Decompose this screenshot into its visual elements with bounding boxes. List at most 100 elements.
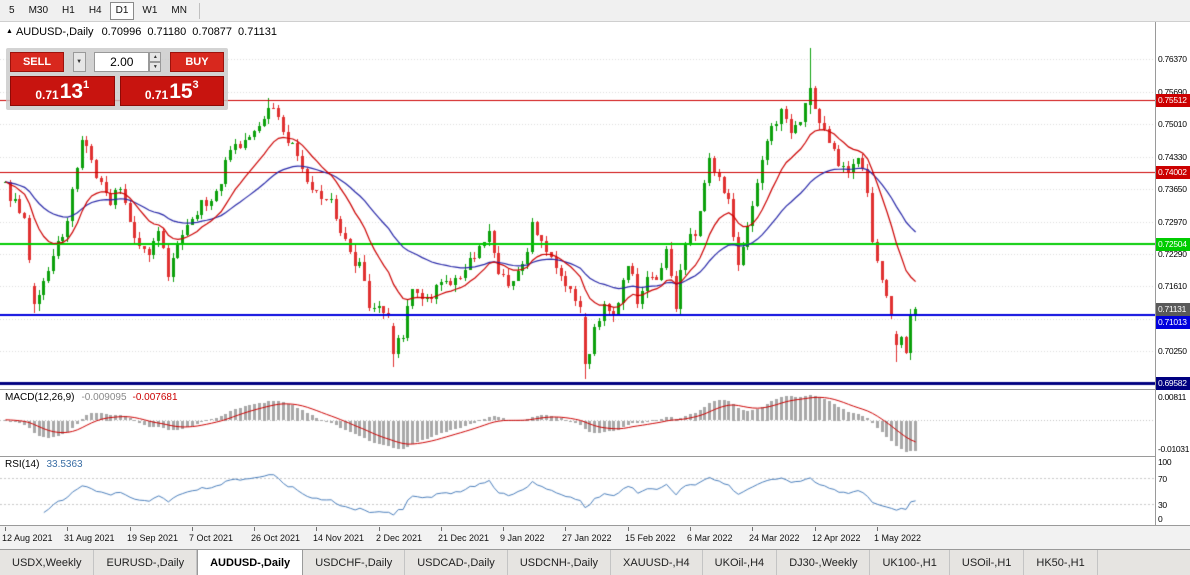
chart-title: ▲ AUDUSD-,Daily 0.70996 0.71180 0.70877 0.711… xyxy=(6,26,283,38)
time-axis-tick xyxy=(690,527,691,531)
timeframe-button-h1[interactable]: H1 xyxy=(56,2,81,20)
chart-tab-usdcad-daily[interactable]: USDCAD-,Daily xyxy=(405,550,508,575)
price-chart-panel: ▲ AUDUSD-,Daily 0.70996 0.71180 0.70877 0.711… xyxy=(0,22,1155,389)
time-axis-tick xyxy=(5,527,6,531)
rsi-label: RSI(14) xyxy=(5,459,40,470)
price-badge: 0.71013 xyxy=(1156,316,1190,329)
sell-price-prefix: 0.71 xyxy=(35,88,59,102)
time-axis-tick xyxy=(565,527,566,531)
volume-input[interactable] xyxy=(94,52,150,72)
rsi-title: RSI(14) 33.5363 xyxy=(5,459,83,470)
macd-axis-max-label: 0.00811 xyxy=(1158,392,1186,402)
time-axis-tick xyxy=(441,527,442,531)
timeframe-button-m30[interactable]: M30 xyxy=(23,2,54,20)
date-label: 9 Jan 2022 xyxy=(500,533,545,543)
time-axis-tick xyxy=(67,527,68,531)
date-label: 12 Aug 2021 xyxy=(2,533,53,543)
price-axis[interactable]: 0.76370 0.75690 0.75010 0.74330 0.73650 0.729… xyxy=(1155,22,1190,525)
price-axis-label: 0.71610 xyxy=(1158,281,1187,291)
date-label: 2 Dec 2021 xyxy=(376,533,423,543)
price-axis-label: 0.75010 xyxy=(1158,119,1187,129)
chart-tab-audusd-daily[interactable]: AUDUSD-,Daily xyxy=(197,550,304,575)
time-axis-tick xyxy=(130,527,131,531)
buy-price-point: 3 xyxy=(192,79,199,91)
buy-price-prefix: 0.71 xyxy=(144,88,169,102)
rsi-level-label: 30 xyxy=(1158,500,1167,510)
rsi-level-label: 100 xyxy=(1158,457,1172,467)
chart-tab-usdx-weekly[interactable]: USDX,Weekly xyxy=(0,550,95,575)
ohlc-close-value: 0.71131 xyxy=(238,26,277,38)
sell-button[interactable]: SELL xyxy=(10,52,64,72)
timeframe-button-5[interactable]: 5 xyxy=(3,2,21,20)
volume-decrease-icon[interactable]: ▼ xyxy=(149,62,162,72)
date-label: 19 Sep 2021 xyxy=(127,533,179,543)
rsi-level-label: 70 xyxy=(1158,474,1167,484)
buy-price-pips: 15 xyxy=(169,80,193,103)
chart-tab-usdcnh-daily[interactable]: USDCNH-,Daily xyxy=(508,550,612,575)
one-click-trading-panel: SELL ▼ ▲ ▼ BUY 0.71 13 1 0.7 xyxy=(6,48,228,110)
price-badge: 0.72504 xyxy=(1156,238,1190,251)
chart-tab-uk100-h1[interactable]: UK100-,H1 xyxy=(870,550,950,575)
chart-tab-eurusd-daily[interactable]: EURUSD-,Daily xyxy=(94,550,198,575)
timeframe-button-mn[interactable]: MN xyxy=(165,2,193,20)
sell-price-pips: 13 xyxy=(59,80,84,103)
chart-tab-usoil-h1[interactable]: USOil-,H1 xyxy=(950,550,1025,575)
timeframe-button-d1[interactable]: D1 xyxy=(109,1,135,20)
chart-tab-usdchf-daily[interactable]: USDCHF-,Daily xyxy=(303,550,406,575)
timeframe-button-w1[interactable]: W1 xyxy=(136,2,163,20)
ohlc-high-value: 0.71180 xyxy=(147,26,187,38)
date-label: 21 Dec 2021 xyxy=(438,533,490,543)
price-badge: 0.71131 xyxy=(1156,303,1190,316)
date-label: 12 Apr 2022 xyxy=(812,533,861,543)
price-axis-label: 0.75690 xyxy=(1158,87,1187,97)
chart-tab-hk50-h1[interactable]: HK50-,H1 xyxy=(1024,550,1098,575)
chart-tab-ukoil-h4[interactable]: UKOil-,H4 xyxy=(703,550,778,575)
chart-symbol-label: AUDUSD-,Daily xyxy=(15,26,94,38)
buy-button[interactable]: BUY xyxy=(169,52,224,72)
ohlc-open-value: 0.70996 xyxy=(101,26,142,38)
rsi-canvas[interactable] xyxy=(0,457,1155,525)
macd-indicator-panel: MACD(12,26,9) -0.009095 -0.007681 xyxy=(0,389,1155,456)
time-axis[interactable]: 12 Aug 2021 31 Aug 2021 19 Sep 2021 7 Oct 2… xyxy=(0,525,1190,549)
trade-options-dropdown-icon[interactable]: ▼ xyxy=(72,52,86,72)
time-axis-tick xyxy=(379,527,380,531)
date-label: 7 Oct 2021 xyxy=(189,533,234,543)
macd-canvas[interactable] xyxy=(0,390,1155,456)
toolbar-separator xyxy=(198,2,200,19)
price-axis-label: 0.76370 xyxy=(1158,54,1187,64)
volume-increase-icon[interactable]: ▲ xyxy=(149,52,162,62)
time-axis-tick xyxy=(815,527,816,531)
time-axis-tick xyxy=(628,527,629,531)
date-label: 15 Feb 2022 xyxy=(625,533,676,543)
macd-axis-min-label: -0.01031 xyxy=(1158,444,1190,454)
date-label: 31 Aug 2021 xyxy=(64,533,115,543)
price-axis-label: 0.74330 xyxy=(1158,152,1187,162)
date-label: 6 Mar 2022 xyxy=(687,533,733,543)
date-label: 1 May 2022 xyxy=(874,533,922,543)
trade-prices-row: 0.71 13 1 0.71 15 3 xyxy=(10,76,224,106)
time-axis-tick xyxy=(192,527,193,531)
sell-price-display[interactable]: 0.71 13 1 xyxy=(10,76,115,106)
time-axis-tick xyxy=(752,527,753,531)
price-axis-label: 0.72290 xyxy=(1158,249,1187,259)
timeframe-button-h4[interactable]: H4 xyxy=(83,2,108,20)
date-label: 14 Nov 2021 xyxy=(313,533,365,543)
price-axis-label: 0.70250 xyxy=(1158,346,1187,356)
volume-stepper: ▲ ▼ xyxy=(149,52,162,72)
rsi-indicator-panel: RSI(14) 33.5363 xyxy=(0,456,1155,525)
chart-tab-dj30-weekly[interactable]: DJ30-,Weekly xyxy=(777,550,871,575)
chart-tab-bar: USDX,Weekly EURUSD-,Daily AUDUSD-,Daily USD… xyxy=(0,549,1190,575)
symbol-marker-icon: ▲ xyxy=(6,28,13,35)
price-badge: 0.74002 xyxy=(1156,166,1190,179)
macd-title: MACD(12,26,9) -0.009095 -0.007681 xyxy=(5,392,178,403)
buy-price-display[interactable]: 0.71 15 3 xyxy=(119,76,224,106)
chart-tab-xauusd-h4[interactable]: XAUUSD-,H4 xyxy=(611,550,703,575)
ohlc-low-value: 0.70877 xyxy=(192,26,233,38)
price-axis-label: 0.72970 xyxy=(1158,217,1187,227)
time-axis-tick xyxy=(877,527,878,531)
price-axis-label: 0.73650 xyxy=(1158,184,1187,194)
time-axis-tick xyxy=(503,527,504,531)
price-badge: 0.75512 xyxy=(1156,94,1190,107)
timeframe-toolbar: 5 M30 H1 H4 D1 W1 MN xyxy=(0,0,1190,22)
